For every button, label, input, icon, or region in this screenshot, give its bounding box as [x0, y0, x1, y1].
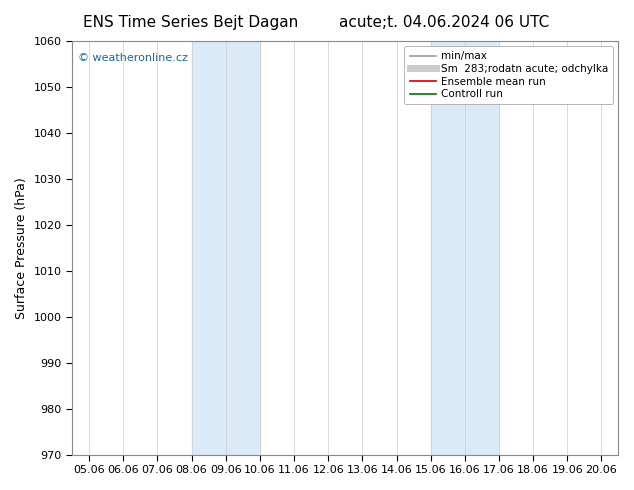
Bar	[430, 41, 499, 455]
Bar	[191, 41, 260, 455]
Y-axis label: Surface Pressure (hPa): Surface Pressure (hPa)	[15, 177, 28, 318]
Text: acute;t. 04.06.2024 06 UTC: acute;t. 04.06.2024 06 UTC	[339, 15, 549, 30]
Text: ENS Time Series Bejt Dagan: ENS Time Series Bejt Dagan	[82, 15, 298, 30]
Text: © weatheronline.cz: © weatheronline.cz	[77, 53, 188, 64]
Legend: min/max, Sm  283;rodatn acute; odchylka, Ensemble mean run, Controll run: min/max, Sm 283;rodatn acute; odchylka, …	[404, 46, 613, 104]
